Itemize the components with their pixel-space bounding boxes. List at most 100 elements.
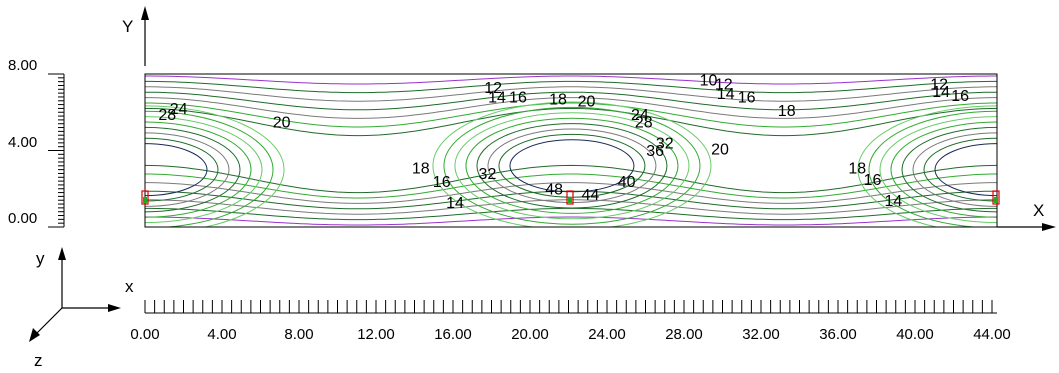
contour-line [145,102,997,128]
x-ruler-label: 24.00 [588,326,626,343]
marker-left [141,190,149,205]
contour-line [145,91,997,111]
x-ruler-label: 44.00 [973,326,1011,343]
contour-label: 20 [273,115,291,132]
contour-line [145,143,208,197]
x-ruler-label: 36.00 [819,326,857,343]
contour-line [465,117,679,214]
x-ruler: 0.00 4.00 8.00 12.00 16.00 20.00 24.00 28.00 32.… [130,300,1011,343]
x-ruler-label: 40.00 [896,326,934,343]
y-ruler-label-0: 0.00 [8,210,37,227]
contour-line [145,121,252,218]
x-ruler-label: 12.00 [357,326,395,343]
triad-x-label: x [125,277,134,296]
triad-y-label: y [36,249,45,268]
x-ruler-label: 28.00 [665,326,703,343]
contour-line [923,137,997,202]
contour-label: 36 [646,143,664,160]
contour-line [145,164,997,194]
big-y-axis-label: Y [122,17,133,36]
contour-line [901,126,997,213]
contour-lines [145,75,997,227]
contour-line [145,173,997,199]
x-ruler-label: 4.00 [207,326,236,343]
contour-label: 24 [170,101,188,118]
contour-label: 12 [930,76,948,93]
contour-line [890,121,997,218]
contour-line [912,132,997,207]
contour-label: 32 [656,136,674,153]
contour-line [145,105,285,227]
contour-line [145,116,263,224]
contour-line [145,75,997,85]
x-ruler-label: 16.00 [434,326,472,343]
contour-label: 20 [711,141,729,158]
contour-line [476,123,668,209]
contour-label: 14 [446,195,464,212]
contour-line [145,86,997,102]
contour-label: 44 [581,187,599,204]
contour-label: 40 [618,174,636,191]
contour-label: 12 [715,76,733,93]
x-ruler-label: 32.00 [742,326,780,343]
contour-label: 16 [951,88,969,105]
contour-label: 28 [635,115,653,132]
contour-line [145,137,219,202]
contour-label: 18 [778,103,796,120]
marker-left-fill [143,197,147,203]
contour-line [934,143,997,197]
contour-line [145,182,997,204]
x-ruler-labels: 0.00 4.00 8.00 12.00 16.00 20.00 24.00 28.00 32.… [130,326,1010,343]
x-ruler-ticks [144,300,993,313]
contour-label: 16 [864,172,882,189]
contour-line [432,101,712,227]
contour-label: 28 [158,107,176,124]
coordinate-triad: y x z [29,247,134,370]
contour-line [454,112,690,220]
marker-right [992,190,1000,205]
contour-label: 32 [479,166,497,183]
contour-label: 14 [932,84,950,101]
contour-label: 16 [509,90,527,107]
triad-z-label: z [34,351,43,370]
contour-label: 14 [717,86,735,103]
contour-label: 14 [885,193,903,210]
contour-label: 16 [738,90,756,107]
big-x-axis-label: X [1033,201,1044,220]
contour-label: 16 [433,174,451,191]
x-ruler-label: 0.00 [130,326,159,343]
contour-label: 18 [412,160,430,177]
contour-label: 10 [700,72,718,89]
contour-line [145,110,274,227]
big-x-axis: X [997,201,1056,231]
contour-label: 18 [549,92,567,109]
contour-line [145,126,241,213]
contour-label: 18 [848,160,866,177]
contour-label: 24 [631,107,649,124]
contour-line [145,132,230,207]
y-ruler-label-8: 8.00 [8,57,37,74]
plot-boundary [144,73,998,228]
contour-line [145,107,997,137]
big-y-axis: Y [122,6,149,66]
contour-line [868,110,997,227]
y-ruler: 8.00 4.00 0.00 [8,57,65,228]
contour-label: 14 [488,90,506,107]
x-ruler-label: 8.00 [284,326,313,343]
contour-line [145,216,997,226]
y-ruler-ticks [48,73,64,228]
x-ruler-label: 20.00 [511,326,549,343]
contour-label: 20 [578,94,596,111]
contour-line [145,80,997,94]
contour-line [879,116,997,224]
contour-line [509,139,635,193]
contour-line [443,106,701,225]
marker-center-fill [568,197,572,203]
y-ruler-label-4: 4.00 [8,134,37,151]
marker-right-fill [994,197,998,203]
contour-line [145,207,997,221]
contour-line [145,97,997,119]
source-markers [141,190,1000,205]
